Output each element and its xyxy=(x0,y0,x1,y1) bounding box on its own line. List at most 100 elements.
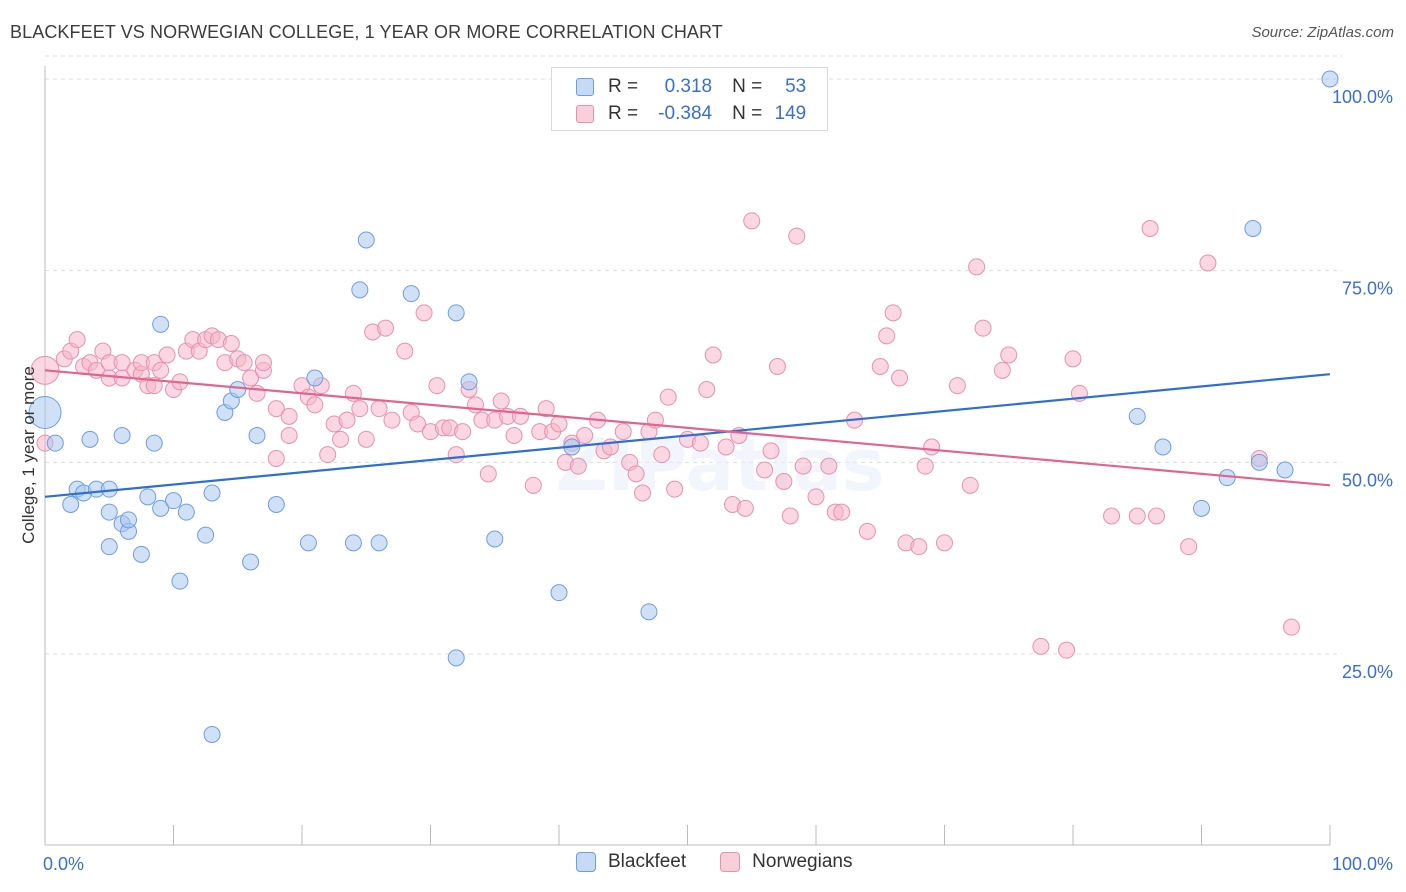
norwegians-point xyxy=(666,480,684,498)
blackfeet-point xyxy=(152,499,170,517)
norwegians-point xyxy=(878,327,896,345)
norwegians-point xyxy=(614,423,632,441)
norwegians-trend-line xyxy=(44,369,1331,487)
series-norwegians-points xyxy=(30,212,1300,659)
norwegians-point xyxy=(524,476,542,494)
norwegians-point xyxy=(1141,220,1159,237)
legend-swatch-pink xyxy=(720,852,741,872)
norwegians-point xyxy=(1058,641,1076,659)
norwegians-point xyxy=(409,415,427,433)
norwegians-point xyxy=(492,392,510,410)
blackfeet-point xyxy=(357,231,375,249)
legend-item-norwegians: Norwegians xyxy=(720,851,852,873)
r-value: 0.318 xyxy=(664,76,713,97)
norwegians-point xyxy=(505,427,523,444)
legend-label: Blackfeet xyxy=(608,851,687,872)
norwegians-point xyxy=(736,499,754,517)
norwegians-point xyxy=(794,457,812,475)
n-label: N = xyxy=(732,103,763,124)
correlation-legend: R = 0.318 N = 53 R = -0.384 N = 149 xyxy=(551,67,828,131)
norwegians-point xyxy=(152,361,170,379)
blackfeet-point xyxy=(171,572,189,590)
legend-label: Norwegians xyxy=(752,851,853,872)
norwegians-point xyxy=(479,465,497,483)
norwegians-point xyxy=(1064,350,1082,368)
y-tick-label: 25.0% xyxy=(1342,662,1393,682)
norwegians-point xyxy=(550,415,568,433)
blackfeet-point xyxy=(197,526,215,544)
legend-swatch-blue xyxy=(576,78,594,96)
blackfeet-point xyxy=(139,488,157,506)
norwegians-point xyxy=(833,503,851,521)
y-tick-label: 100.0% xyxy=(1332,87,1393,107)
norwegians-point xyxy=(396,342,414,360)
norwegians-point xyxy=(537,400,555,418)
norwegians-point xyxy=(383,411,401,429)
blackfeet-point xyxy=(1244,220,1262,237)
norwegians-point xyxy=(145,377,163,395)
norwegians-point xyxy=(370,400,388,418)
norwegians-point xyxy=(948,377,966,395)
blackfeet-point xyxy=(203,726,221,743)
norwegians-point xyxy=(1032,637,1050,655)
norwegians-point xyxy=(961,476,979,494)
tick-labels: 25.0% 50.0% 75.0% 100.0% 0.0% 100.0% xyxy=(43,87,1393,874)
norwegians-point xyxy=(993,361,1011,379)
norwegians-point xyxy=(627,465,645,483)
y-tick-label: 50.0% xyxy=(1342,470,1393,490)
n-label: N = xyxy=(732,76,763,97)
norwegians-point xyxy=(974,319,992,337)
blackfeet-point xyxy=(152,315,170,333)
norwegians-point xyxy=(916,457,934,475)
series-legend: Blackfeet Norwegians xyxy=(576,851,886,873)
legend-row-blackfeet: R = 0.318 N = 53 xyxy=(576,75,806,99)
norwegians-point xyxy=(634,484,652,502)
blackfeet-point xyxy=(145,434,163,452)
norwegians-point xyxy=(653,446,671,464)
legend-swatch-pink xyxy=(576,105,594,123)
norwegians-point xyxy=(254,354,272,372)
norwegians-point xyxy=(1103,507,1121,525)
norwegians-point xyxy=(659,388,677,406)
norwegians-point xyxy=(871,358,889,375)
norwegians-point xyxy=(858,522,876,540)
x-tick-label: 100.0% xyxy=(1332,854,1393,874)
norwegians-point xyxy=(807,488,825,506)
norwegians-point xyxy=(698,381,716,398)
r-label: R = xyxy=(608,103,639,124)
norwegians-point xyxy=(691,434,709,452)
norwegians-point xyxy=(511,407,529,425)
norwegians-point xyxy=(280,427,298,444)
blackfeet-point xyxy=(640,603,658,621)
norwegians-point xyxy=(891,369,909,387)
norwegians-point xyxy=(68,331,86,349)
blackfeet-point xyxy=(1321,70,1339,88)
n-value: 53 xyxy=(785,76,807,97)
blackfeet-point xyxy=(1250,453,1268,471)
blackfeet-point xyxy=(299,534,317,552)
series-blackfeet-points xyxy=(28,70,1339,743)
gridlines xyxy=(45,55,1342,655)
norwegians-point xyxy=(968,258,986,276)
y-axis-label: College, 1 year or more xyxy=(19,366,38,544)
blackfeet-point xyxy=(460,373,478,391)
blackfeet-point xyxy=(447,649,465,667)
norwegians-point xyxy=(775,473,793,490)
trend-lines xyxy=(44,369,1331,498)
blackfeet-point xyxy=(306,369,324,387)
blackfeet-point xyxy=(486,530,504,548)
norwegians-point xyxy=(338,411,356,429)
blackfeet-trend-line xyxy=(44,373,1331,498)
norwegians-point xyxy=(1180,538,1198,556)
blackfeet-point xyxy=(132,545,150,563)
norwegians-point xyxy=(884,304,902,322)
norwegians-point xyxy=(267,400,285,418)
norwegians-point xyxy=(788,227,806,245)
norwegians-point xyxy=(306,396,324,414)
norwegians-point xyxy=(222,335,240,352)
legend-item-blackfeet: Blackfeet xyxy=(576,851,686,873)
norwegians-point xyxy=(820,457,838,475)
blackfeet-point xyxy=(344,534,362,552)
norwegians-point xyxy=(1282,618,1300,636)
norwegians-point xyxy=(1128,507,1146,525)
